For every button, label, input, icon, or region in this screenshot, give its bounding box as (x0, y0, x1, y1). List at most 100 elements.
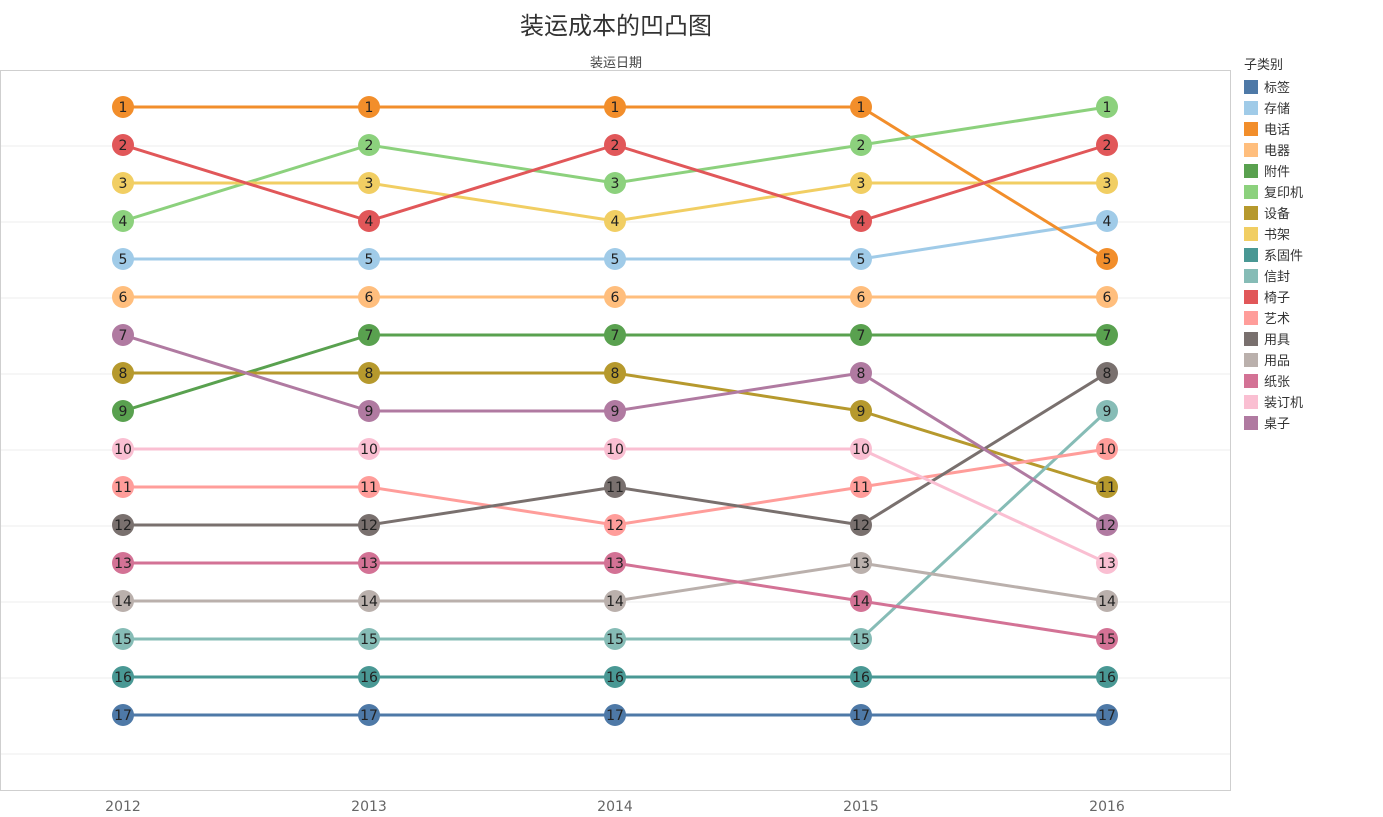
data-point[interactable]: 4 (1096, 210, 1118, 232)
data-point[interactable]: 3 (850, 172, 872, 194)
legend-item[interactable]: 用具 (1244, 328, 1303, 349)
data-point[interactable]: 5 (604, 248, 626, 270)
data-point[interactable]: 10 (604, 438, 626, 460)
data-point[interactable]: 7 (604, 324, 626, 346)
data-point[interactable]: 5 (1096, 248, 1118, 270)
legend-item[interactable]: 设备 (1244, 202, 1303, 223)
legend-item[interactable]: 装订机 (1244, 391, 1303, 412)
data-point[interactable]: 16 (358, 666, 380, 688)
data-point[interactable]: 13 (850, 552, 872, 574)
legend-item[interactable]: 信封 (1244, 265, 1303, 286)
data-point[interactable]: 9 (604, 400, 626, 422)
data-point[interactable]: 6 (604, 286, 626, 308)
data-point[interactable]: 8 (112, 362, 134, 384)
data-point[interactable]: 3 (1096, 172, 1118, 194)
legend-item[interactable]: 标签 (1244, 76, 1303, 97)
legend-item[interactable]: 纸张 (1244, 370, 1303, 391)
data-point[interactable]: 9 (112, 400, 134, 422)
data-point[interactable]: 7 (1096, 324, 1118, 346)
data-point[interactable]: 2 (358, 134, 380, 156)
data-point[interactable]: 1 (112, 96, 134, 118)
data-point[interactable]: 15 (604, 628, 626, 650)
data-point[interactable]: 13 (358, 552, 380, 574)
data-point[interactable]: 16 (112, 666, 134, 688)
data-point[interactable]: 17 (850, 704, 872, 726)
data-point[interactable]: 7 (358, 324, 380, 346)
data-point[interactable]: 11 (358, 476, 380, 498)
data-point[interactable]: 6 (358, 286, 380, 308)
data-point[interactable]: 7 (850, 324, 872, 346)
data-point[interactable]: 1 (358, 96, 380, 118)
data-point[interactable]: 15 (358, 628, 380, 650)
data-point[interactable]: 13 (604, 552, 626, 574)
data-point[interactable]: 9 (358, 400, 380, 422)
data-point[interactable]: 4 (604, 210, 626, 232)
data-point[interactable]: 17 (112, 704, 134, 726)
data-point[interactable]: 2 (850, 134, 872, 156)
data-point[interactable]: 9 (850, 400, 872, 422)
legend-item[interactable]: 存储 (1244, 97, 1303, 118)
data-point[interactable]: 12 (358, 514, 380, 536)
data-point[interactable]: 6 (1096, 286, 1118, 308)
legend-item[interactable]: 电话 (1244, 118, 1303, 139)
data-point[interactable]: 10 (112, 438, 134, 460)
data-point[interactable]: 3 (358, 172, 380, 194)
data-point[interactable]: 4 (850, 210, 872, 232)
data-point[interactable]: 8 (604, 362, 626, 384)
data-point[interactable]: 10 (850, 438, 872, 460)
data-point[interactable]: 1 (604, 96, 626, 118)
legend-item[interactable]: 桌子 (1244, 412, 1303, 433)
data-point[interactable]: 17 (1096, 704, 1118, 726)
data-point[interactable]: 16 (1096, 666, 1118, 688)
data-point[interactable]: 16 (604, 666, 626, 688)
legend-item[interactable]: 用品 (1244, 349, 1303, 370)
data-point[interactable]: 5 (358, 248, 380, 270)
data-point[interactable]: 17 (358, 704, 380, 726)
data-point[interactable]: 2 (112, 134, 134, 156)
data-point[interactable]: 16 (850, 666, 872, 688)
data-point[interactable]: 9 (1096, 400, 1118, 422)
data-point[interactable]: 1 (850, 96, 872, 118)
data-point[interactable]: 14 (112, 590, 134, 612)
legend-item[interactable]: 电器 (1244, 139, 1303, 160)
data-point[interactable]: 12 (604, 514, 626, 536)
data-point[interactable]: 17 (604, 704, 626, 726)
data-point[interactable]: 15 (112, 628, 134, 650)
data-point[interactable]: 8 (358, 362, 380, 384)
data-point[interactable]: 15 (1096, 628, 1118, 650)
data-point[interactable]: 3 (112, 172, 134, 194)
data-point[interactable]: 13 (1096, 552, 1118, 574)
data-point[interactable]: 11 (850, 476, 872, 498)
legend-item[interactable]: 艺术 (1244, 307, 1303, 328)
data-point[interactable]: 14 (850, 590, 872, 612)
data-point[interactable]: 10 (1096, 438, 1118, 460)
data-point[interactable]: 6 (850, 286, 872, 308)
data-point[interactable]: 13 (112, 552, 134, 574)
data-point[interactable]: 12 (850, 514, 872, 536)
data-point[interactable]: 5 (112, 248, 134, 270)
data-point[interactable]: 11 (604, 476, 626, 498)
data-point[interactable]: 3 (604, 172, 626, 194)
data-point[interactable]: 14 (358, 590, 380, 612)
data-point[interactable]: 8 (850, 362, 872, 384)
data-point[interactable]: 14 (604, 590, 626, 612)
legend-item[interactable]: 书架 (1244, 223, 1303, 244)
data-point[interactable]: 10 (358, 438, 380, 460)
legend-item[interactable]: 椅子 (1244, 286, 1303, 307)
data-point[interactable]: 1 (1096, 96, 1118, 118)
data-point[interactable]: 12 (112, 514, 134, 536)
data-point[interactable]: 11 (112, 476, 134, 498)
data-point[interactable]: 12 (1096, 514, 1118, 536)
data-point[interactable]: 2 (604, 134, 626, 156)
data-point[interactable]: 4 (112, 210, 134, 232)
data-point[interactable]: 7 (112, 324, 134, 346)
data-point[interactable]: 6 (112, 286, 134, 308)
data-point[interactable]: 11 (1096, 476, 1118, 498)
legend-item[interactable]: 系固件 (1244, 244, 1303, 265)
legend-item[interactable]: 复印机 (1244, 181, 1303, 202)
data-point[interactable]: 2 (1096, 134, 1118, 156)
data-point[interactable]: 4 (358, 210, 380, 232)
data-point[interactable]: 14 (1096, 590, 1118, 612)
data-point[interactable]: 5 (850, 248, 872, 270)
data-point[interactable]: 8 (1096, 362, 1118, 384)
